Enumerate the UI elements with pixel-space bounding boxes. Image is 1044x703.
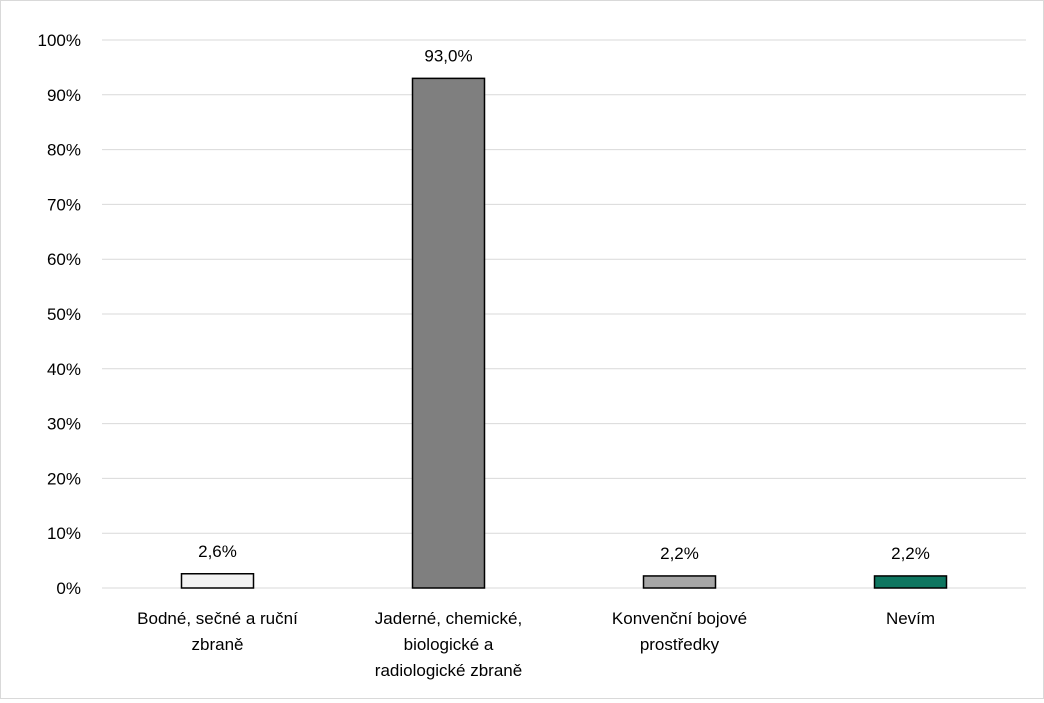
y-tick-label: 10% [47, 524, 81, 543]
bar [180, 573, 255, 589]
data-label: 2,2% [891, 544, 930, 563]
category-labels: Bodné, sečné a ruční zbraně Jaderné, chemi… [137, 609, 935, 680]
bar [873, 575, 948, 589]
y-tick-label: 20% [47, 469, 81, 488]
y-tick-label: 40% [47, 360, 81, 379]
category-label: Konvenční bojové prostředky [612, 609, 747, 654]
data-label: 93,0% [424, 46, 472, 65]
bar [642, 575, 717, 589]
y-tick-label: 100% [38, 31, 81, 50]
bars [180, 77, 948, 589]
y-tick-label: 30% [47, 415, 81, 434]
y-tick-label: 50% [47, 305, 81, 324]
bar [411, 77, 486, 589]
category-label: Nevím [886, 609, 935, 628]
category-label: Bodné, sečné a ruční zbraně [137, 609, 298, 654]
gridlines [102, 39, 1026, 589]
data-label: 2,2% [660, 544, 699, 563]
y-tick-label: 60% [47, 250, 81, 269]
y-tick-label: 80% [47, 141, 81, 160]
category-label: Jaderné, chemické, biologické a radiologic… [375, 609, 522, 680]
y-tick-label: 0% [56, 579, 81, 598]
y-tick-label: 90% [47, 86, 81, 105]
data-labels: 2,6% 93,0% 2,2% 2,2% [198, 46, 930, 563]
y-tick-label: 70% [47, 195, 81, 214]
data-label: 2,6% [198, 542, 237, 561]
y-axis-ticks: 0% 10% 20% 30% 40% 50% 60% 70% 80% 90% 100% [38, 31, 81, 598]
